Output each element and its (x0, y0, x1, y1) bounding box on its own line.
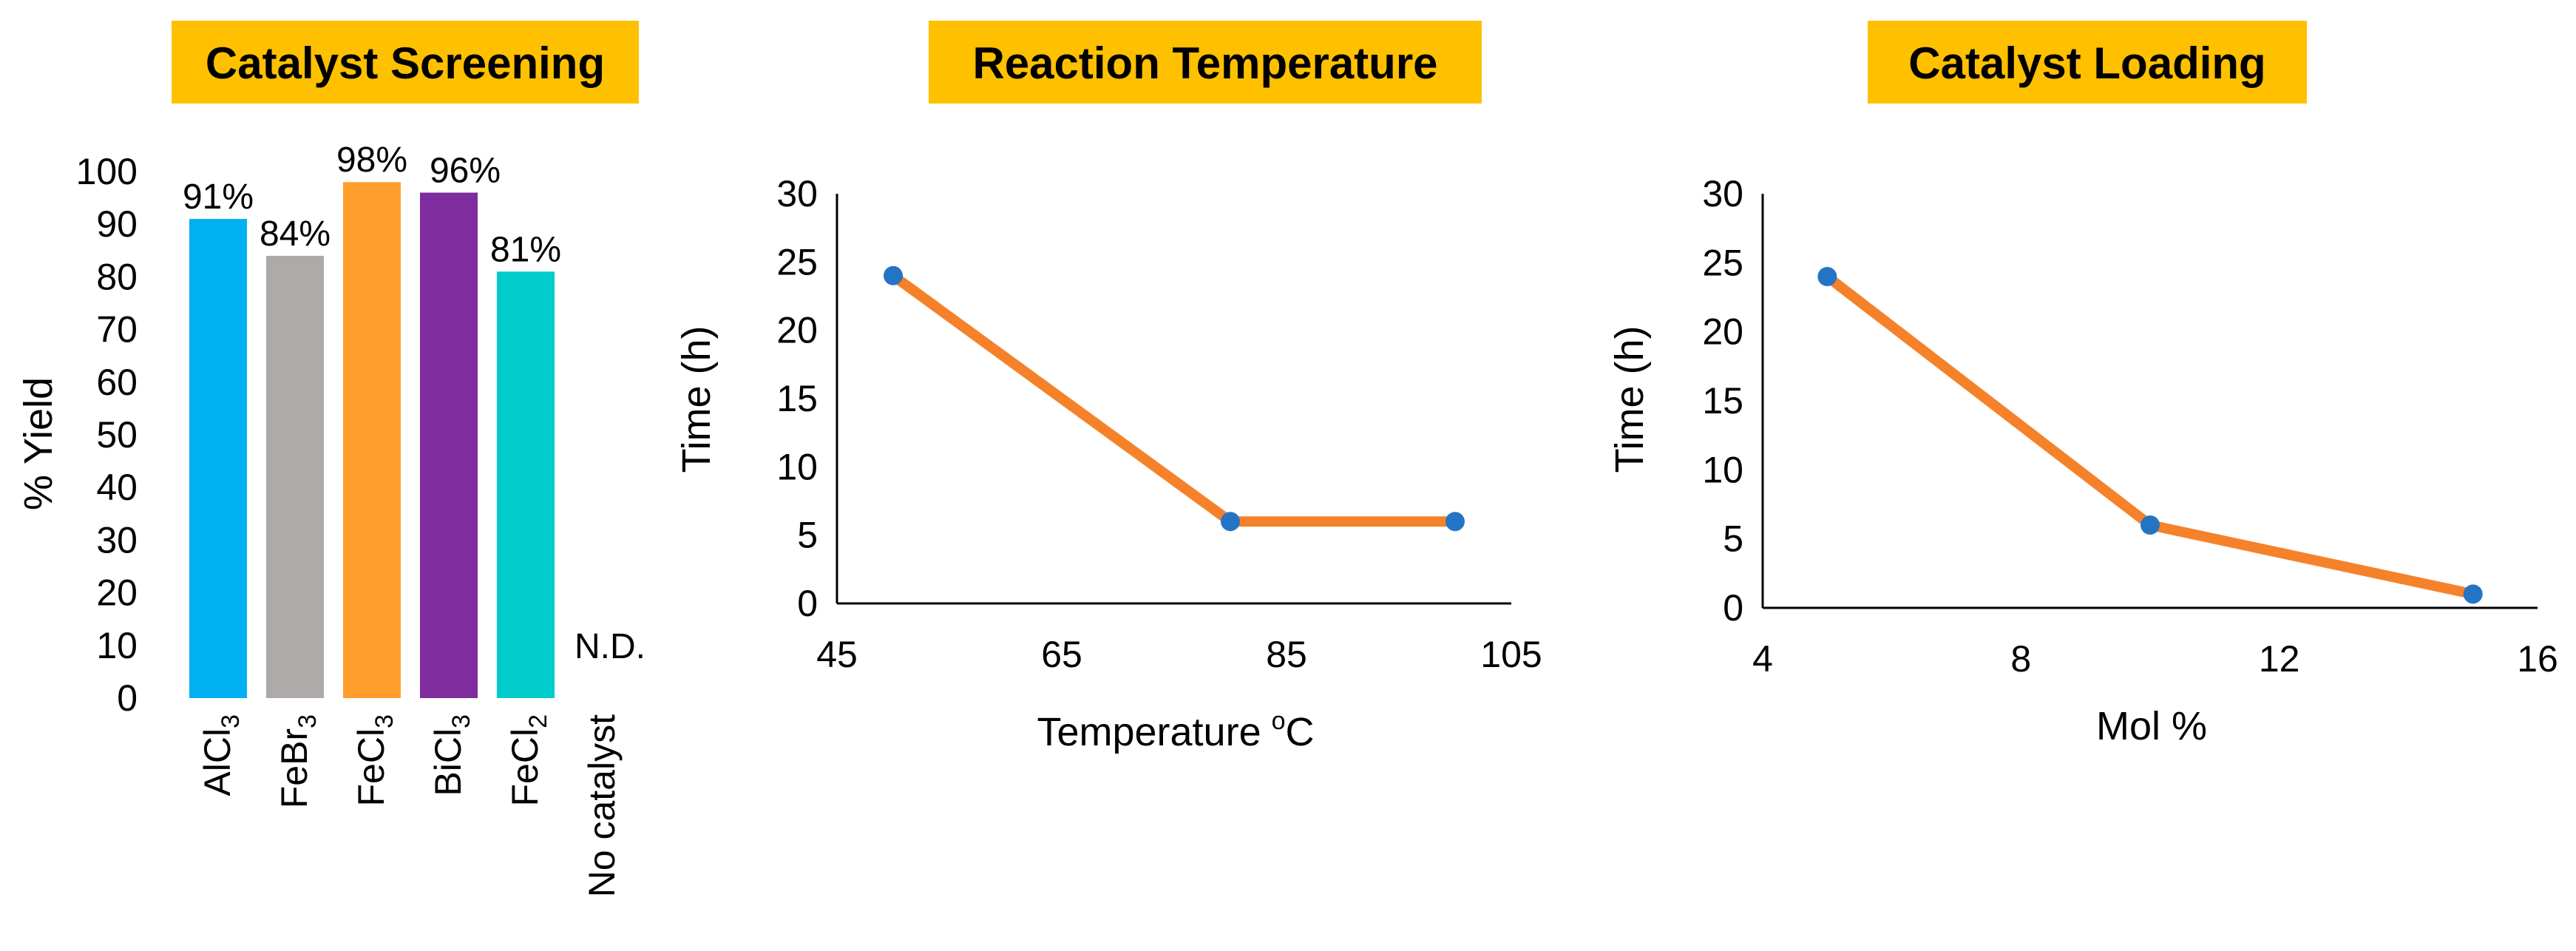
y-tick-yield-80: 80 (96, 256, 138, 297)
y-tick-yield-60: 60 (96, 362, 138, 403)
x-ticks-mol-percent: 4 8 12 16 (1752, 638, 2558, 680)
x-axis-label-temperature-sup: o (1272, 707, 1286, 735)
y-tick-yield-0: 0 (117, 677, 138, 719)
y-ticks-time-loading: 0 5 10 15 20 25 30 (1702, 173, 1743, 629)
y-tick-temperature-0: 0 (797, 583, 818, 624)
y-tick-yield-70: 70 (96, 309, 138, 351)
panel-catalyst-loading: Catalyst Loading Time (h) 0 5 10 15 20 25 30 4… (1607, 21, 2558, 748)
series-line-temperature (888, 270, 1460, 527)
title-box-catalyst-screening (172, 21, 639, 104)
bar-fecl3 (343, 182, 401, 699)
x-tick-temperature-65: 65 (1041, 634, 1082, 675)
x-axis-label-temperature: Temperature oC (1037, 707, 1314, 754)
x-tick-alcl3-sub: 3 (217, 714, 245, 728)
x-tick-loading-8: 8 (2010, 638, 2031, 680)
title-reaction-temperature: Reaction Temperature (972, 38, 1437, 88)
y-tick-loading-30: 30 (1702, 173, 1743, 214)
point-loading-15 (2463, 584, 2483, 604)
x-axis-label-mol-percent: Mol % (2096, 704, 2207, 748)
y-tick-loading-5: 5 (1723, 518, 1743, 560)
x-tick-fecl2: FeCl2 (504, 714, 552, 807)
data-label-fecl3: 98% (336, 141, 407, 180)
bar-fecl2 (497, 271, 555, 698)
bar-alcl3 (189, 219, 247, 699)
data-label-no-catalyst: N.D. (574, 627, 645, 666)
x-tick-fecl3-base: FeCl (350, 728, 392, 807)
y-tick-temperature-5: 5 (797, 515, 818, 556)
x-axis-label-temperature-text: Temperature (1037, 710, 1261, 754)
x-tick-no-catalyst: No catalyst (581, 714, 623, 897)
y-tick-yield-20: 20 (96, 572, 138, 614)
bar-febr3 (266, 255, 324, 698)
y-tick-temperature-30: 30 (776, 173, 818, 214)
panel-reaction-temperature: Reaction Temperature Time (h) 0 5 10 15 20 25… (674, 21, 1542, 754)
x-tick-fecl2-sub: 2 (524, 714, 552, 728)
y-tick-temperature-10: 10 (776, 446, 818, 487)
title-box-reaction-temperature (929, 21, 1482, 104)
x-tick-febr3-sub: 3 (294, 714, 322, 728)
point-temperature-100 (1445, 512, 1465, 532)
series-loading (1817, 267, 2483, 604)
y-tick-yield-30: 30 (96, 519, 138, 561)
y-tick-loading-0: 0 (1723, 587, 1743, 629)
y-tick-loading-25: 25 (1702, 242, 1743, 283)
data-labels-yield: 91%84%98% 96% 81% N.D. (183, 141, 645, 666)
series-line-loading (1822, 271, 2478, 600)
bar-bicl3 (420, 192, 478, 699)
y-tick-yield-40: 40 (96, 467, 138, 508)
y-axis-label-time-loading: Time (h) (1607, 326, 1652, 473)
y-tick-yield-100: 100 (76, 151, 138, 192)
x-axis-label-temperature-unit: C (1286, 710, 1315, 754)
x-tick-temperature-45: 45 (816, 634, 858, 675)
x-tick-no-catalyst-base: No catalyst (581, 714, 623, 897)
x-tick-loading-4: 4 (1752, 638, 1773, 680)
y-ticks-time-temperature: 0 5 10 15 20 25 30 (776, 173, 818, 624)
x-tick-bicl3-sub: 3 (447, 714, 475, 728)
panel-catalyst-screening: Catalyst Screening % Yield 0 10 20 30 40 50 60… (16, 21, 645, 897)
y-tick-temperature-25: 25 (776, 241, 818, 282)
point-loading-10 (2141, 515, 2160, 535)
x-tick-fecl2-base: FeCl (504, 728, 546, 807)
y-axis-label-yield: % Yield (16, 377, 61, 510)
y-tick-loading-10: 10 (1702, 449, 1743, 490)
point-loading-5 (1817, 267, 1837, 286)
x-tick-alcl3-base: AlCl (197, 728, 238, 796)
data-label-alcl3: 91% (183, 177, 254, 217)
x-tick-loading-16: 16 (2517, 638, 2558, 680)
x-tick-febr3-base: FeBr (274, 728, 315, 808)
data-label-bicl3: 96% (430, 151, 501, 190)
point-temperature-50 (884, 265, 903, 285)
y-tick-yield-50: 50 (96, 414, 138, 456)
x-tick-febr3: FeBr3 (274, 714, 322, 808)
y-axis-label-time-temperature: Time (h) (674, 326, 719, 473)
y-tick-yield-10: 10 (96, 625, 138, 666)
y-tick-loading-20: 20 (1702, 311, 1743, 353)
title-catalyst-screening: Catalyst Screening (206, 38, 605, 88)
x-tick-bicl3: BiCl3 (427, 714, 475, 796)
y-tick-loading-15: 15 (1702, 380, 1743, 422)
x-ticks-temperature: 45 65 85 105 (816, 634, 1542, 675)
y-tick-yield-90: 90 (96, 203, 138, 245)
title-box-catalyst-loading (1868, 21, 2307, 104)
x-tick-loading-12: 12 (2259, 638, 2300, 680)
y-tick-temperature-15: 15 (776, 378, 818, 419)
series-temperature (884, 265, 1465, 532)
data-label-fecl2: 81% (490, 230, 561, 269)
x-tick-fecl3: FeCl3 (350, 714, 399, 807)
data-label-febr3: 84% (260, 214, 331, 254)
bars-yield (189, 182, 555, 699)
y-tick-temperature-20: 20 (776, 310, 818, 351)
point-temperature-80 (1221, 512, 1240, 532)
x-tick-fecl3-sub: 3 (370, 714, 399, 728)
x-tick-alcl3: AlCl3 (197, 714, 245, 796)
y-ticks-yield: 0 10 20 30 40 50 60 70 80 90 100 (76, 151, 138, 719)
title-catalyst-loading: Catalyst Loading (1908, 38, 2265, 88)
x-tick-temperature-85: 85 (1266, 634, 1307, 675)
x-tick-bicl3-base: BiCl (427, 728, 469, 796)
x-tick-temperature-105: 105 (1480, 634, 1542, 675)
